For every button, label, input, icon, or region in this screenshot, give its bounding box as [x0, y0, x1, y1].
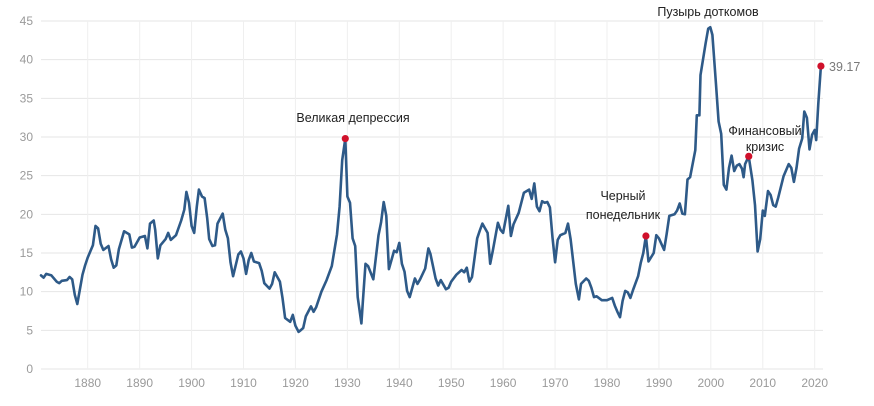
y-axis-ticks: 0 5 10 15 20 25 30 35 40 45 — [20, 14, 34, 376]
highlight-marker — [817, 62, 825, 70]
annotations: Великая депрессия Черный понедельник Фин… — [296, 5, 860, 222]
x-axis-ticks: 1880 1890 1900 1910 1920 1930 1940 1950 1960 1970… — [74, 376, 828, 390]
x-tick-label: 1940 — [386, 376, 413, 390]
highlight-marker — [642, 232, 650, 240]
x-tick-label: 1970 — [542, 376, 569, 390]
highlight-markers — [341, 62, 825, 240]
x-tick-label: 1890 — [126, 376, 153, 390]
highlight-marker — [745, 152, 753, 160]
x-tick-label: 1930 — [334, 376, 361, 390]
annotation-black-monday-line1: Черный — [600, 189, 645, 203]
x-tick-label: 1960 — [490, 376, 517, 390]
y-tick-label: 30 — [20, 130, 34, 144]
x-tick-label: 2020 — [801, 376, 828, 390]
current-value-label: 39.17 — [829, 60, 860, 74]
series-line — [39, 25, 823, 334]
y-tick-label: 40 — [20, 53, 34, 67]
y-tick-label: 0 — [26, 362, 33, 376]
annotation-dotcom-bubble: Пузырь доткомов — [657, 5, 759, 19]
x-tick-label: 1980 — [594, 376, 621, 390]
x-tick-label: 2010 — [749, 376, 776, 390]
annotation-financial-crisis-line2: кризис — [746, 140, 784, 154]
x-tick-label: 1990 — [646, 376, 673, 390]
x-tick-label: 1920 — [282, 376, 309, 390]
y-tick-label: 20 — [20, 207, 34, 221]
y-tick-label: 15 — [20, 246, 34, 260]
x-tick-label: 1900 — [178, 376, 205, 390]
x-tick-label: 2000 — [697, 376, 724, 390]
y-tick-label: 25 — [20, 169, 34, 183]
annotation-great-depression: Великая депрессия — [296, 111, 409, 125]
y-tick-label: 10 — [20, 285, 34, 299]
y-tick-label: 45 — [20, 14, 34, 28]
grid — [41, 20, 823, 370]
annotation-black-monday-line2: понедельник — [586, 208, 661, 222]
y-tick-label: 5 — [26, 323, 33, 337]
x-tick-label: 1880 — [74, 376, 101, 390]
y-tick-label: 35 — [20, 91, 34, 105]
highlight-marker — [341, 134, 349, 143]
x-tick-label: 1950 — [438, 376, 465, 390]
annotation-financial-crisis-line1: Финансовый — [728, 124, 801, 138]
x-tick-label: 1910 — [230, 376, 257, 390]
